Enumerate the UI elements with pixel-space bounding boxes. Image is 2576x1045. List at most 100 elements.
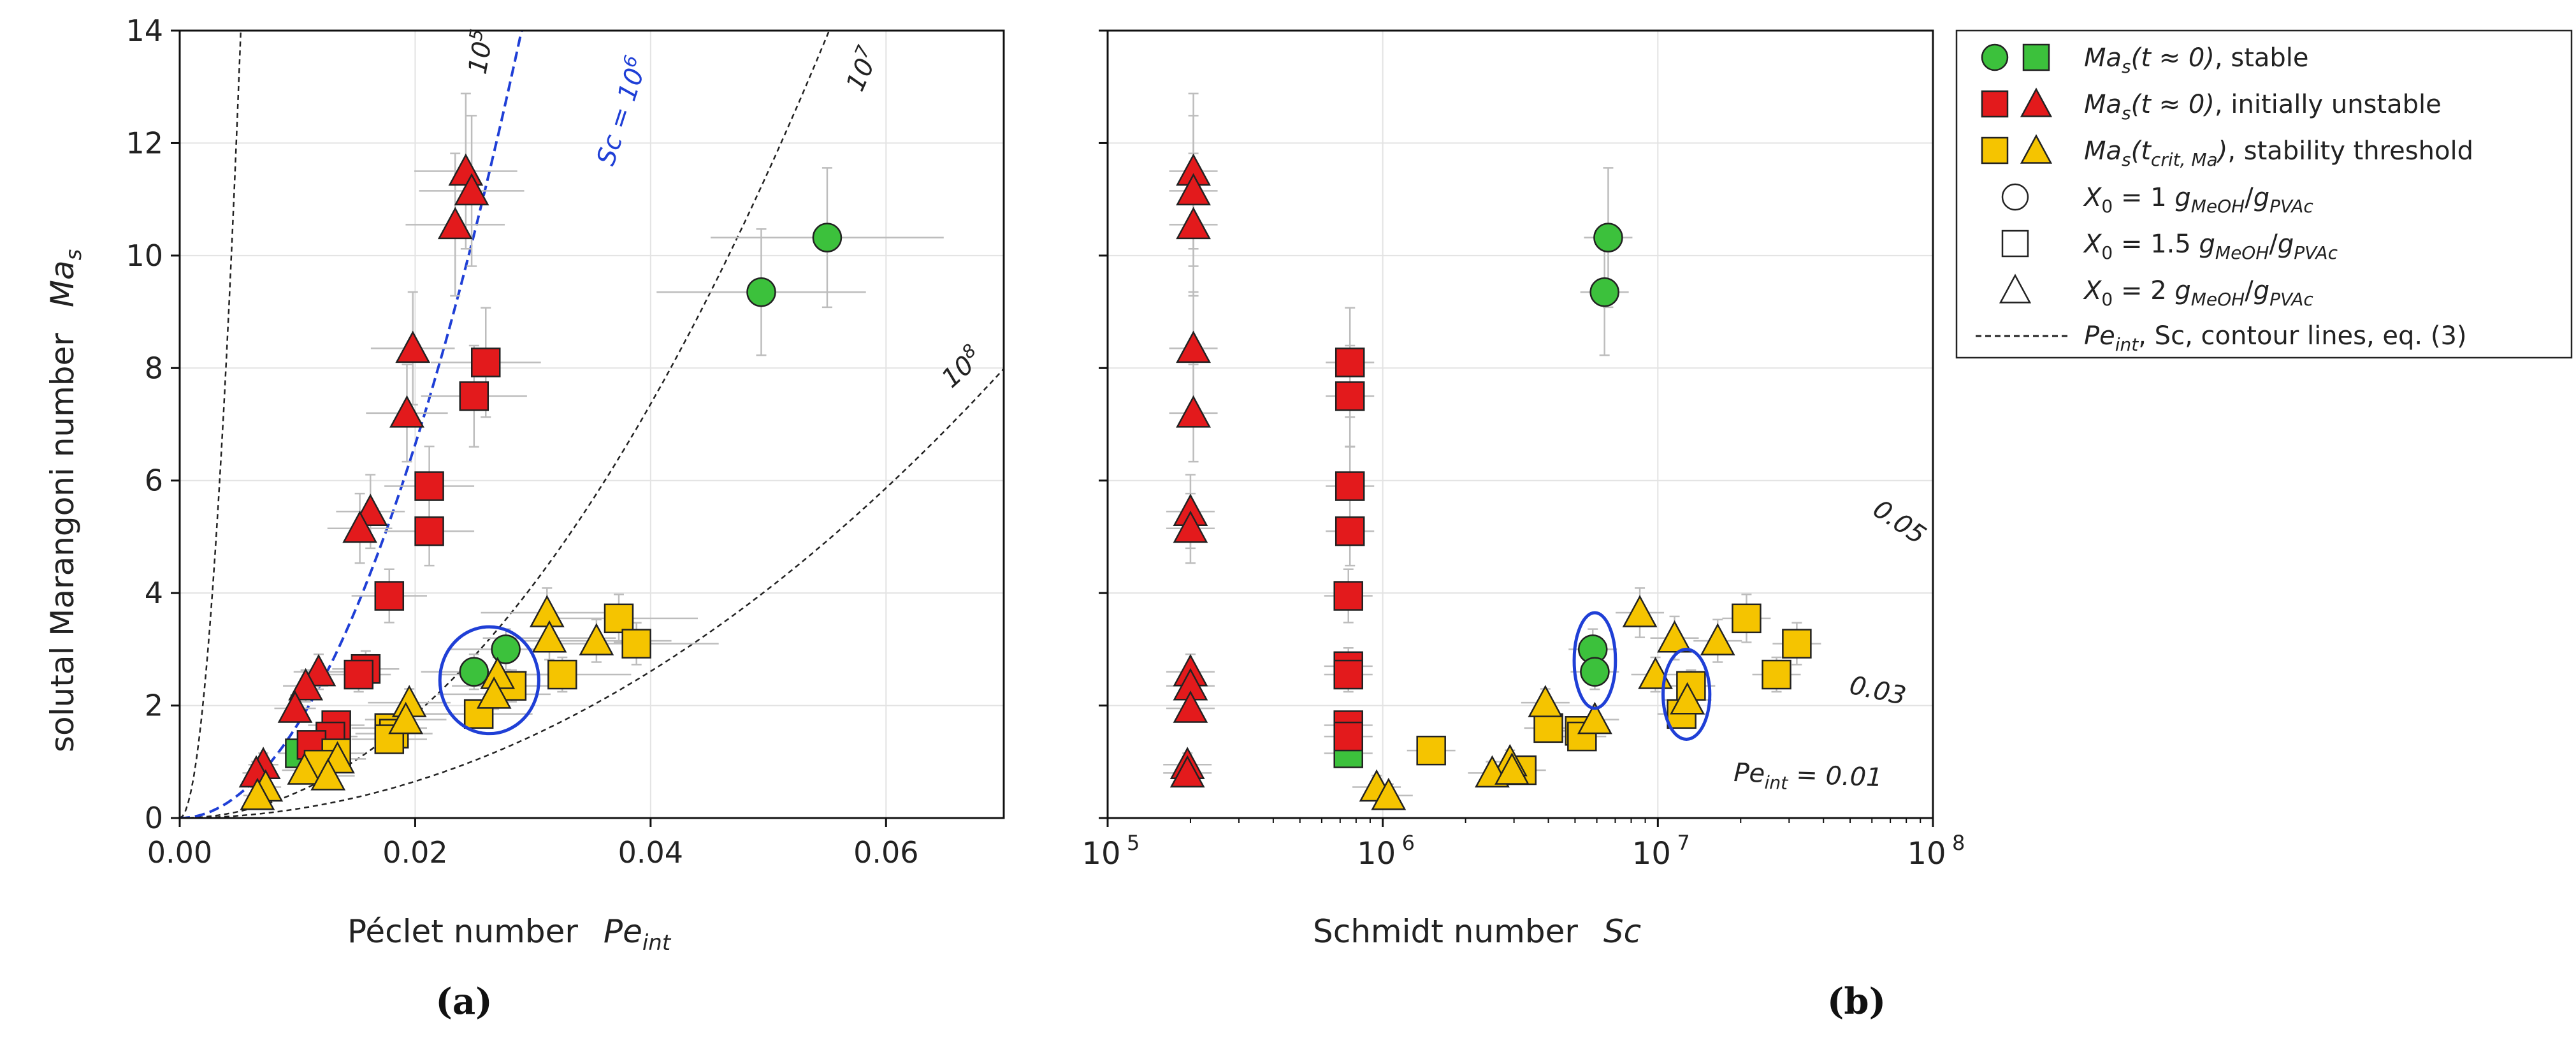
legend-marker-square [2001,230,2029,258]
highlight-ellipse [1572,611,1617,710]
legend-entry-stable: Mas(t ≈ 0), stable [2084,43,2309,77]
data-point-triangle [529,595,565,627]
data-point-circle [1580,657,1610,687]
legend-entry-x0-2: X0 = 2 gMeOH/gPVAc [2083,276,2313,310]
legend-markers [1976,43,2068,337]
legend-marker-triangle [2020,87,2053,117]
panel-a-points [238,92,944,810]
y-tick-label: 8 [145,351,163,385]
data-point-triangle [1371,777,1407,810]
panel-a-frame [178,29,1005,819]
y-tick-label: 14 [126,13,163,48]
panel-b-label: (b) [1827,981,1886,1023]
data-point-square [374,581,405,611]
data-point-circle [1593,223,1623,252]
y-tick-label: 10 [126,238,163,273]
panel-b: 10 5 10 6 10 7 10 8 Schmidt number Sc (b) 0.05 0… [1082,29,1965,1023]
data-point-square [1335,516,1365,546]
legend-marker-square [1981,90,2009,118]
data-point-triangle [1169,755,1205,788]
legend-marker-circle [2001,183,2029,211]
panel-b-points [1163,92,1821,810]
data-point-square [1533,713,1563,743]
legend: Mas(t ≈ 0), stable Mas(t ≈ 0), initially… [1955,29,2573,359]
legend-marker-triangle [2020,134,2053,164]
data-point-triangle [1670,682,1705,715]
y-tick-label: 0 [145,801,163,835]
contour-label-1e8: 108 [934,340,988,394]
data-point-triangle [1176,207,1211,240]
panel-a-y-axis-title: solutal Marangoni numberMas [44,249,87,752]
y-tick-label: 12 [126,126,163,160]
panel-a-grid [180,31,1004,818]
panel-b-x-axis-title: Schmidt number Sc [1313,913,1641,950]
data-point-triangle [579,623,614,655]
data-point-square [1335,347,1365,377]
x-tick-exponent: 6 [1402,831,1415,855]
y-tick-label: 4 [145,576,163,610]
x-tick-exponent: 8 [1952,831,1965,855]
data-point-triangle [1173,691,1208,723]
data-point-triangle [240,777,275,810]
data-point-triangle [1657,620,1692,653]
panel-b-grid [1108,31,1933,818]
contour-label-005: 0.05 [1867,494,1931,550]
data-point-triangle [342,510,378,543]
data-point-square [344,659,374,690]
panel-a: 0.00 0.02 0.04 0.06 0 2 4 6 8 10 12 14 solutal Mara… [44,13,1005,1023]
data-point-triangle [1173,510,1208,543]
data-point-square [1732,603,1762,634]
legend-entry-x0-1-5: X0 = 1.5 gMeOH/gPVAc [2083,230,2338,263]
data-point-circle [746,277,776,307]
data-point-square [414,471,444,501]
data-point-square [621,629,651,659]
contour-line-2 [180,368,1004,818]
error-bars [1163,92,1821,808]
panel-b-ticks: 10 5 10 6 10 7 10 8 [1082,29,1965,872]
legend-entry-contours: Peint, Sc, contour lines, eq. (3) [2084,321,2467,355]
data-point-square [459,381,489,411]
data-point-square [604,603,634,634]
highlight-ellipse [438,625,540,736]
x-tick-exponent: 5 [1127,831,1140,855]
panel-b-frame [1106,29,1934,819]
data-point-square [1782,629,1812,659]
legend-marker-triangle [1999,274,2032,303]
data-point-square [471,347,501,377]
contour-label-001: Peint = 0.01 [1733,758,1883,797]
data-point-triangle [437,207,473,240]
x-tick-label: 10 [1082,836,1120,872]
data-point-triangle [1176,395,1211,428]
legend-marker-square [1981,136,2009,164]
data-point-square [1333,721,1363,752]
contour-label-1e7: 107 [837,42,886,96]
error-bars [242,92,944,808]
highlight-ellipse [1661,647,1712,742]
data-point-triangle [532,620,567,653]
legend-entry-x0-1: X0 = 1 gMeOH/gPVAc [2083,183,2313,217]
legend-marker-circle [1981,43,2009,71]
panel-a-ticks: 0.00 0.02 0.04 0.06 0 2 4 6 8 10 12 14 [126,13,918,870]
data-point-triangle [277,691,313,723]
data-point-square [1335,471,1365,501]
data-point-triangle [1577,701,1612,734]
x-tick-label: 0.02 [382,835,447,870]
data-point-triangle [389,395,424,428]
legend-frame [1955,29,2573,359]
data-point-triangle [287,752,322,785]
y-tick-label: 2 [145,689,163,723]
x-tick-label: 0.00 [147,835,212,870]
x-tick-label: 10 [1907,836,1946,872]
data-point-circle [812,223,843,252]
data-point-triangle [310,757,346,791]
data-point-circle [1589,277,1619,307]
data-point-triangle [395,330,431,363]
data-point-triangle [288,668,324,701]
data-point-triangle [454,173,489,206]
data-point-triangle [1176,173,1211,206]
data-point-square [1333,581,1363,611]
data-point-square [1335,381,1365,411]
data-point-circle [459,657,489,687]
x-tick-label: 0.06 [853,835,918,870]
x-tick-label: 10 [1632,836,1671,872]
